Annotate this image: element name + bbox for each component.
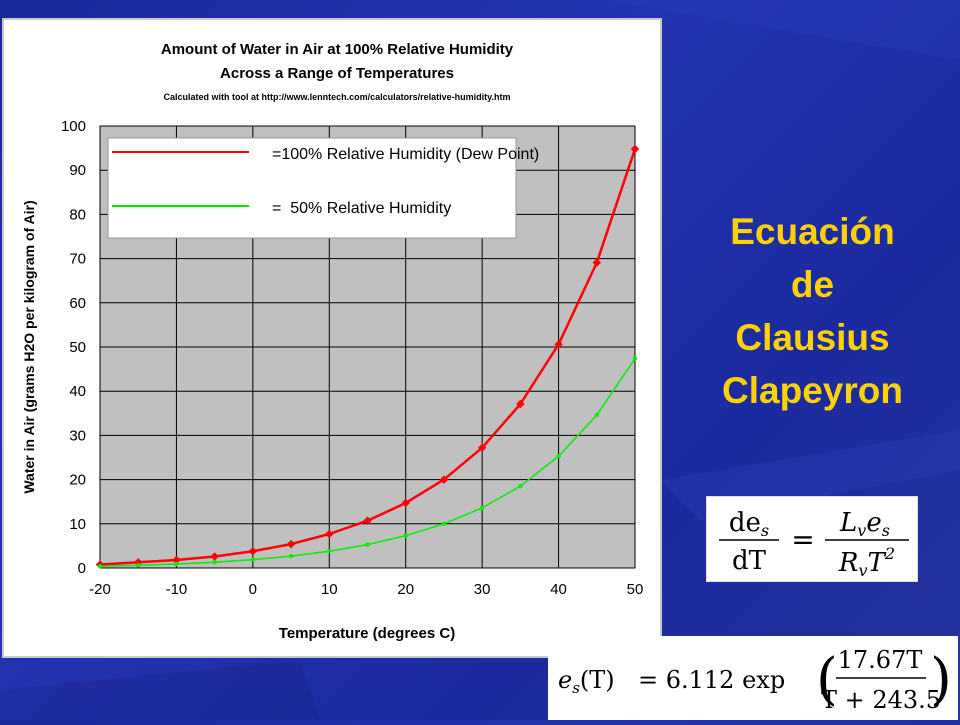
chart-subtitle: Across a Range of Temperatures: [220, 65, 454, 82]
data-point: [592, 258, 602, 267]
legend: =100% Relative Humidity (Dew Point) = 50…: [107, 137, 539, 239]
y-tick-label: 40: [69, 383, 86, 400]
data-point: [477, 443, 487, 453]
eq1-rhs-den: RvT2: [838, 544, 895, 580]
data-point: [516, 399, 525, 409]
x-tick-label: 0: [249, 581, 257, 598]
equation-1: des dT = Lves RvT2: [719, 508, 909, 580]
data-point: [325, 529, 334, 539]
y-axis-label: Water in Air (grams H2O per kilogram of …: [21, 200, 37, 493]
x-tick-label: 10: [321, 581, 338, 598]
x-axis-label: Temperature (degrees C): [279, 625, 455, 642]
y-tick-label: 10: [69, 516, 86, 533]
data-point: [554, 340, 563, 349]
eq2-constant: = 6.112 exp: [638, 666, 785, 694]
eq2-den: T + 243.5: [821, 686, 941, 714]
data-point: [439, 475, 449, 484]
data-point: [363, 516, 372, 525]
chart: Amount of Water in Air at 100% Relative …: [21, 41, 643, 642]
x-tick-label: 50: [627, 581, 644, 598]
x-tick-label: -20: [89, 581, 111, 598]
eq1-equals: =: [791, 523, 814, 556]
y-tick-label: 60: [69, 295, 86, 312]
eq2-num: 17.67T: [838, 646, 923, 674]
y-tick-label: 70: [69, 251, 86, 268]
data-point: [212, 560, 217, 565]
y-tick-label: 0: [78, 560, 86, 577]
heading-line-2: de: [790, 264, 835, 305]
y-tick-label: 30: [69, 427, 86, 444]
heading-line-3: Clausius: [735, 317, 890, 358]
data-point: [441, 521, 447, 526]
equation-2: es(T) = 6.112 exp ( 17.67T T + 243.5 ): [558, 646, 952, 714]
data-point: [594, 412, 599, 418]
y-tick-label: 100: [61, 118, 86, 135]
heading-line-4: Clapeyron: [722, 370, 903, 411]
y-tick-label: 50: [69, 339, 86, 356]
eq1-lhs-num: des: [729, 508, 769, 540]
legend-box: [107, 137, 517, 239]
heading-line-1: Ecuación: [730, 211, 895, 252]
chart-panel: Amount of Water in Air at 100% Relative …: [2, 18, 662, 658]
eq2-lhs: es(T): [558, 666, 615, 697]
slide-heading: Ecuación de Clausius Clapeyron: [690, 205, 935, 417]
data-point: [403, 533, 408, 538]
eq1-rhs-num: Lves: [839, 508, 890, 540]
y-tick-label: 90: [69, 162, 86, 179]
y-tick-label: 80: [69, 206, 86, 223]
eq2-right-paren: ): [930, 647, 952, 712]
data-point: [479, 505, 485, 511]
axis-ticks: -20 -10 0 10 20 30 40 50 0 10 20 30 40 50 60 70 80 90 100: [61, 118, 643, 598]
data-point: [286, 539, 296, 549]
legend-label-100: =100% Relative Humidity (Dew Point): [272, 146, 539, 163]
data-point: [250, 557, 256, 562]
x-tick-label: 40: [550, 581, 567, 598]
data-point: [518, 484, 523, 489]
chart-title: Amount of Water in Air at 100% Relative …: [161, 41, 514, 58]
data-point: [556, 453, 561, 459]
eq1-lhs-den: dT: [732, 546, 767, 576]
eq2-left-paren: (: [816, 647, 838, 712]
saturation-vapor-pressure-equation: es(T) = 6.112 exp ( 17.67T T + 243.5 ): [548, 636, 958, 720]
chart-source-note: Calculated with tool at http://www.lennt…: [163, 92, 510, 102]
data-point: [365, 542, 370, 547]
data-point: [401, 498, 410, 508]
legend-label-50: = 50% Relative Humidity: [272, 200, 451, 217]
x-tick-label: -10: [166, 581, 188, 598]
y-tick-label: 20: [69, 472, 86, 489]
x-tick-label: 20: [397, 581, 414, 598]
x-tick-label: 30: [474, 581, 491, 598]
data-point: [288, 553, 294, 559]
data-point: [327, 549, 332, 554]
data-point: [174, 561, 179, 567]
clausius-clapeyron-equation: des dT = Lves RvT2: [706, 496, 918, 582]
data-point: [632, 356, 638, 361]
data-point: [97, 564, 103, 569]
data-point: [136, 563, 141, 568]
